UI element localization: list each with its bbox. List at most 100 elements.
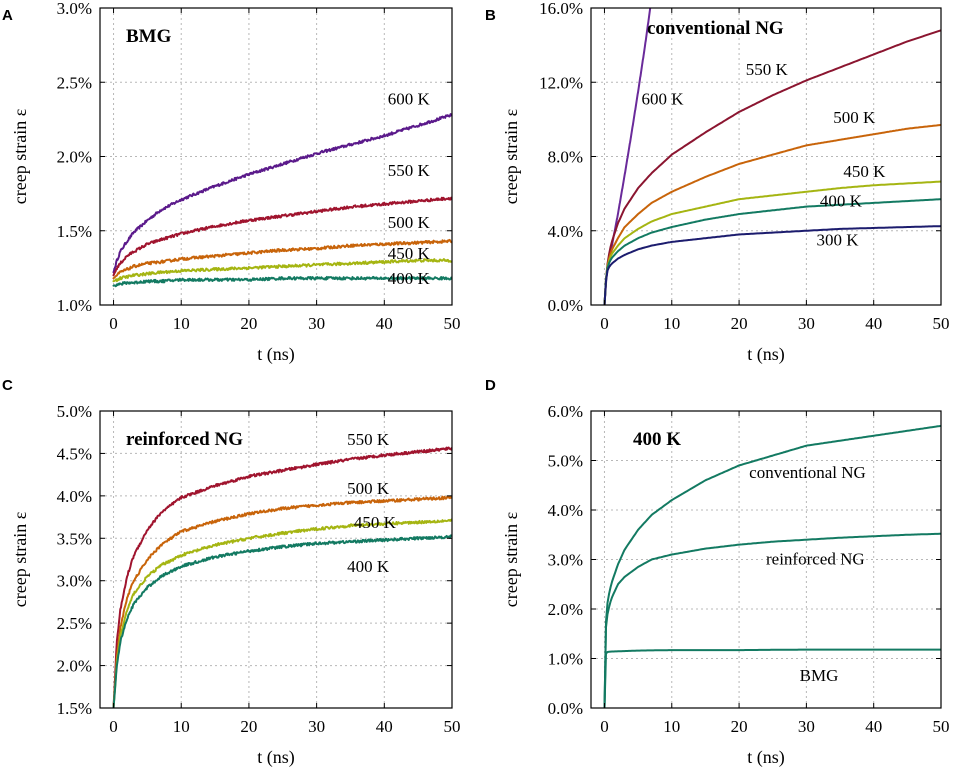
y-tick-label: 0.0% [548, 699, 583, 718]
y-axis-label: creep strain ε [501, 511, 521, 607]
x-tick-label: 0 [109, 717, 118, 736]
y-tick-label: 3.0% [57, 0, 92, 18]
series-annotation: 400 K [347, 557, 390, 576]
y-tick-label: 16.0% [539, 0, 583, 18]
y-tick-label: 2.5% [57, 614, 92, 633]
x-tick-label: 20 [731, 717, 748, 736]
panel-letter: D [485, 377, 496, 394]
x-tick-label: 20 [731, 314, 748, 333]
plot-frame [99, 410, 453, 709]
series-line-conventional-ng [603, 424, 941, 708]
panel-b: 0 10 20 30 40 50 0.0% 4.0% 8.0% 12.0% 16.0% t (ns) c… [485, 0, 950, 365]
x-tick-label: 30 [308, 314, 325, 333]
x-tick-label: 10 [173, 717, 190, 736]
series-annotation: 450 K [388, 244, 431, 263]
y-tick-label: 1.5% [57, 699, 92, 718]
x-tick-label: 50 [444, 717, 461, 736]
panel-a: 0 10 20 30 40 50 1.0% 1.5% 2.0% 2.5% 3.0% t (ns) cre… [2, 0, 461, 365]
x-tick-label: 30 [798, 717, 815, 736]
y-tick-label: 3.0% [548, 551, 583, 570]
y-tick-label: 2.0% [57, 657, 92, 676]
series-annotation: 450 K [843, 162, 886, 181]
series-annotation: 600 K [641, 90, 684, 109]
series-annotation: 300 K [816, 231, 859, 250]
panel-c: 0 10 20 30 40 50 1.5% 2.0% 2.5% 3.0% 3.5% 4.0% 4.5% 5… [2, 377, 461, 768]
series-annotation: 500 K [833, 108, 876, 127]
panel-title: reinforced NG [126, 429, 243, 450]
y-axis-label: creep strain ε [10, 511, 30, 607]
series-group [603, 424, 941, 708]
y-tick-label: 3.5% [57, 529, 92, 548]
series-line-600-k [112, 113, 452, 274]
y-tick-label: 4.0% [57, 487, 92, 506]
panel-title: conventional NG [647, 18, 784, 39]
series-line-bmg [603, 648, 941, 708]
series-line-450-k [603, 180, 941, 305]
y-tick-label: 2.0% [548, 600, 583, 619]
x-tick-label: 20 [240, 314, 257, 333]
series-group [603, 8, 941, 305]
y-tick-label: 4.5% [57, 444, 92, 463]
series-annotation: BMG [800, 666, 839, 685]
y-tick-label: 1.0% [57, 296, 92, 315]
series-annotation: 400 K [388, 269, 431, 288]
x-tick-label: 0 [600, 314, 609, 333]
series-annotation: 450 K [354, 513, 397, 532]
series-annotation: 550 K [347, 430, 390, 449]
panel-title: BMG [126, 26, 172, 47]
x-tick-label: 10 [173, 314, 190, 333]
x-tick-label: 10 [663, 717, 680, 736]
y-tick-label: 5.0% [57, 402, 92, 421]
series-line-550-k [112, 446, 452, 708]
series-line-500-k [603, 123, 941, 305]
series-group [112, 446, 452, 708]
series-group [112, 113, 452, 288]
series-line-500-k [112, 495, 452, 708]
y-tick-label: 5.0% [548, 452, 583, 471]
series-line-400-k [603, 198, 941, 305]
series-line-550-k [603, 29, 941, 305]
series-line-500-k [112, 238, 452, 280]
series-annotation: 550 K [388, 161, 431, 180]
series-line-400-k [112, 534, 452, 708]
y-tick-label: 1.5% [57, 222, 92, 241]
series-line-450-k [112, 258, 452, 283]
series-annotation: reinforced NG [766, 549, 865, 568]
y-tick-label: 0.0% [548, 296, 583, 315]
x-tick-label: 40 [376, 314, 393, 333]
x-axis-label: t (ns) [257, 344, 295, 365]
series-line-400-k [112, 275, 452, 288]
series-annotation: 500 K [347, 479, 390, 498]
x-axis-label: t (ns) [747, 747, 785, 768]
y-tick-label: 2.5% [57, 73, 92, 92]
series-annotation: 550 K [746, 60, 789, 79]
panel-letter: C [2, 377, 13, 394]
x-tick-label: 30 [798, 314, 815, 333]
series-line-reinforced-ng [603, 532, 941, 708]
x-axis-label: t (ns) [257, 747, 295, 768]
y-tick-label: 6.0% [548, 402, 583, 421]
x-tick-label: 50 [444, 314, 461, 333]
x-tick-label: 40 [376, 717, 393, 736]
y-axis-label: creep strain ε [10, 108, 30, 204]
x-axis-label: t (ns) [747, 344, 785, 365]
x-tick-label: 40 [865, 717, 882, 736]
y-axis-label: creep strain ε [501, 108, 521, 204]
panel-letter: B [485, 7, 496, 24]
x-tick-label: 30 [308, 717, 325, 736]
panel-letter: A [2, 7, 13, 24]
y-tick-label: 12.0% [539, 73, 583, 92]
x-tick-label: 50 [933, 314, 950, 333]
series-line-300-k [603, 225, 941, 305]
x-tick-label: 0 [600, 717, 609, 736]
x-tick-label: 0 [109, 314, 118, 333]
x-tick-label: 50 [933, 717, 950, 736]
y-tick-label: 4.0% [548, 501, 583, 520]
x-tick-label: 10 [663, 314, 680, 333]
series-line-550-k [112, 196, 452, 277]
series-annotation: conventional NG [749, 463, 866, 482]
series-annotation: 400 K [820, 192, 863, 211]
y-tick-label: 2.0% [57, 148, 92, 167]
y-tick-label: 4.0% [548, 222, 583, 241]
